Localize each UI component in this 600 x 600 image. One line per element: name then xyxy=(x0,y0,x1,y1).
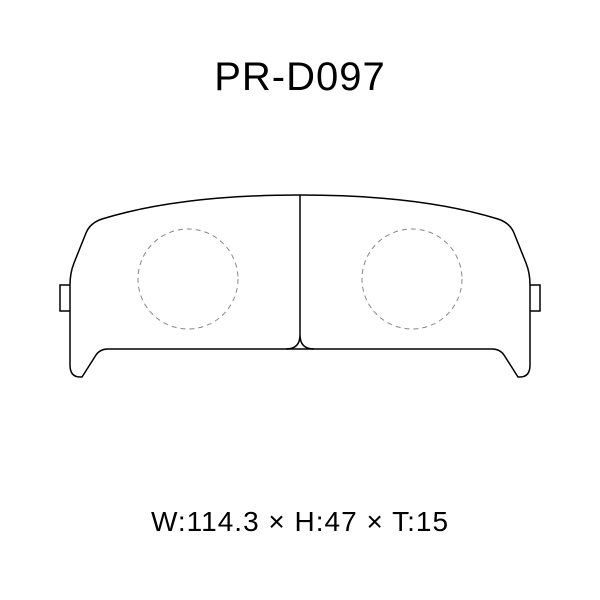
left-notch xyxy=(60,285,70,311)
left-hole-dashed xyxy=(138,229,238,329)
right-notch xyxy=(530,285,540,311)
brake-pad-diagram xyxy=(50,185,550,405)
center-divider xyxy=(286,195,314,349)
right-hole-dashed xyxy=(362,229,462,329)
brake-pad-svg xyxy=(50,185,550,405)
dimensions-label: W:114.3 × H:47 × T:15 xyxy=(151,506,449,538)
part-number-label: PR-D097 xyxy=(214,55,386,100)
